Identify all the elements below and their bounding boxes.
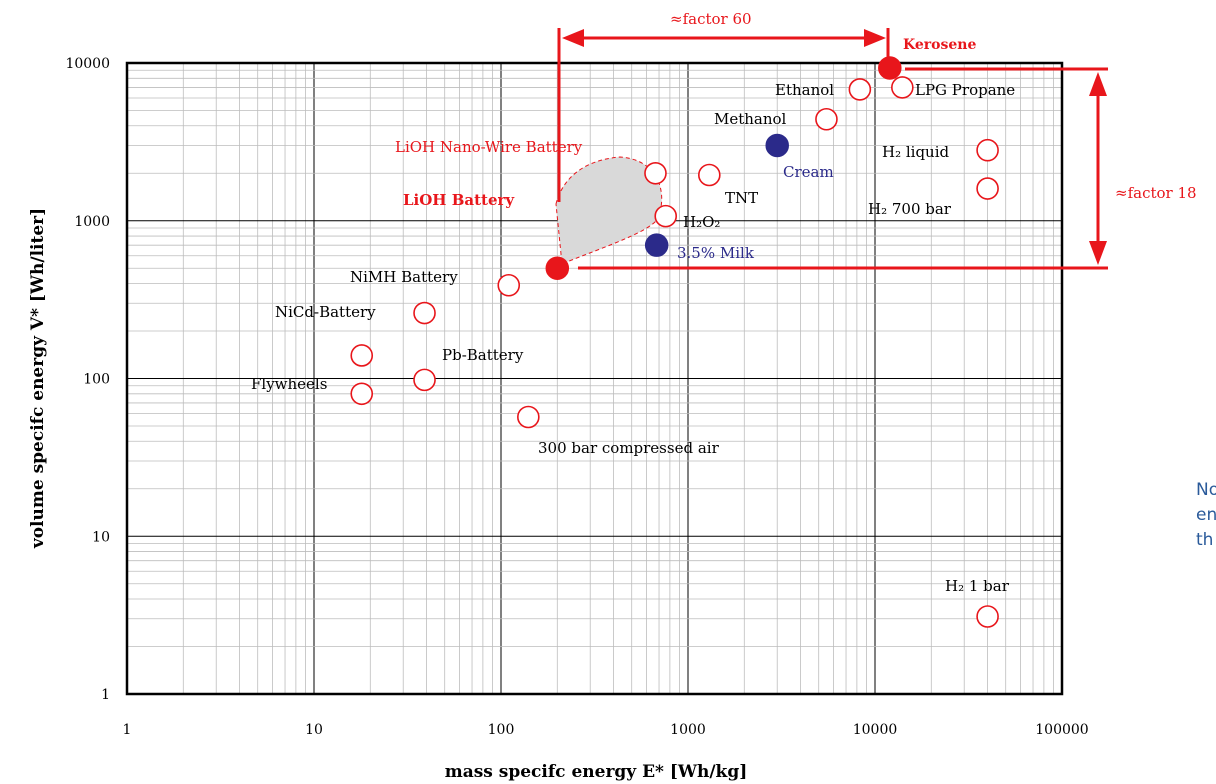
label-nicd-battery: NiCd-Battery <box>275 303 376 321</box>
label-h2o2: H₂O₂ <box>683 213 720 231</box>
side-text-line-3: th <box>1196 530 1214 550</box>
x-tick-label: 10000 <box>853 722 898 738</box>
label-h2-liquid: H₂ liquid <box>882 143 950 161</box>
label-flywheels: Flywheels <box>251 375 327 393</box>
data-point <box>517 405 540 429</box>
factor-60-arrow-right <box>864 29 886 47</box>
label-lpg-propane: LPG Propane <box>915 81 1015 99</box>
clipped-side-text: No en th <box>1196 478 1216 553</box>
label-ethanol: Ethanol <box>775 81 834 99</box>
label-tnt: TNT <box>725 189 758 207</box>
label-methanol: Methanol <box>714 110 787 128</box>
label-pb-battery: Pb-Battery <box>442 346 524 364</box>
log-grid <box>127 63 1062 694</box>
data-point <box>497 273 521 297</box>
label-h2-700-bar: H₂ 700 bar <box>868 200 952 218</box>
data-point <box>413 368 436 392</box>
data-point <box>815 107 838 131</box>
data-point <box>350 382 374 406</box>
data-point <box>413 301 436 325</box>
label-milk: 3.5% Milk <box>677 244 755 262</box>
label-kerosene: Kerosene <box>903 37 976 53</box>
x-axis-title: mass specifc energy E* [Wh/kg] <box>445 762 748 782</box>
factor-60-bracket <box>557 28 890 202</box>
label-cream: Cream <box>783 163 834 181</box>
y-tick-label: 100 <box>83 372 110 388</box>
label-lioh-battery: LiOH Battery <box>403 191 515 209</box>
label-lioh-nano-wire-battery: LiOH Nano-Wire Battery <box>395 138 583 156</box>
x-tick-label: 1 <box>123 722 132 738</box>
data-point <box>644 161 667 185</box>
data-point <box>765 133 789 158</box>
factor-18-arrow-bottom <box>1089 241 1107 265</box>
y-tick-label: 1000 <box>74 214 110 230</box>
label-h2-1-bar: H₂ 1 bar <box>945 577 1010 595</box>
data-point <box>976 177 999 200</box>
x-tick-label: 1000 <box>670 722 706 738</box>
side-text-line-1: No <box>1196 480 1216 500</box>
y-tick-label: 10000 <box>65 56 110 72</box>
factor-18-arrow-top <box>1089 72 1107 96</box>
factor-60-arrow-left <box>562 29 584 47</box>
label-compressed-air: 300 bar compressed air <box>538 439 720 457</box>
data-point <box>848 78 872 101</box>
data-points <box>350 56 999 628</box>
y-axis-title: volume specifc energy V* [Wh/liter] <box>28 208 48 549</box>
data-point <box>878 56 902 80</box>
nanowire-region <box>555 156 663 265</box>
data-point <box>350 344 374 367</box>
data-point <box>644 233 669 257</box>
plot-frame <box>125 61 1064 696</box>
y-tick-label: 1 <box>101 687 110 703</box>
factor-18-bracket <box>578 67 1108 270</box>
data-point <box>976 138 999 162</box>
x-tick-label: 10 <box>305 722 323 738</box>
data-point <box>891 76 914 99</box>
data-point <box>545 256 570 280</box>
label-factor-60: ≈factor 60 <box>670 10 752 28</box>
data-point <box>698 163 721 187</box>
data-point <box>976 605 999 628</box>
axis-ticks: 1 10 100 1000 10000 100000 1 10 100 1000 10000 <box>65 56 1088 738</box>
label-nimh-battery: NiMH Battery <box>350 268 458 286</box>
side-text-line-2: en <box>1196 505 1216 525</box>
y-tick-label: 10 <box>92 529 110 545</box>
label-factor-18: ≈factor 18 <box>1115 184 1197 202</box>
x-tick-label: 100 <box>488 722 515 738</box>
data-point <box>654 204 678 228</box>
x-tick-label: 100000 <box>1035 722 1088 738</box>
